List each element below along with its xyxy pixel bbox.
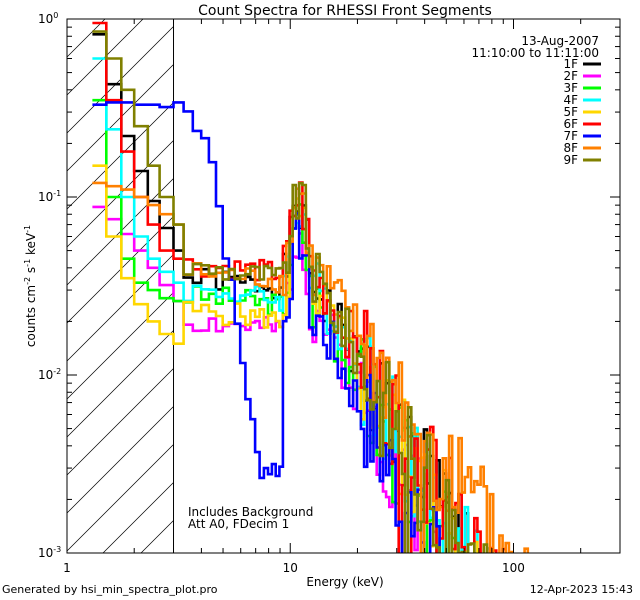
chart-title: Count Spectra for RHESSI Front Segments — [198, 3, 492, 19]
hatch-line — [66, 406, 174, 514]
legend-label-7F: 7F — [563, 129, 578, 143]
legend-label-1F: 1F — [563, 57, 578, 71]
hatch-line — [66, 368, 174, 476]
timestamp-footer: 12-Apr-2023 15:43 — [529, 583, 633, 596]
hatch-line — [102, 482, 174, 554]
hatch-line — [66, 254, 174, 362]
series-8F — [92, 181, 530, 553]
date-label: 13-Aug-2007 — [521, 34, 599, 48]
legend-label-8F: 8F — [563, 141, 578, 155]
hatch-line — [66, 444, 174, 552]
attenuator-annotation: Att A0, FDecim 1 — [188, 517, 289, 531]
y-tick-label: 10-1 — [38, 189, 61, 204]
hatch-line — [66, 292, 174, 400]
axis-ticks — [66, 18, 621, 554]
x-tick-label: 10 — [283, 561, 298, 575]
y-tick-label: 10-3 — [38, 545, 61, 560]
generated-by-footer: Generated by hsi_min_spectra_plot.pro — [2, 583, 218, 596]
series-9F — [92, 30, 489, 553]
legend-label-4F: 4F — [563, 93, 578, 107]
y-axis-label: counts cm-2 s-1 keV-1 — [23, 225, 38, 347]
time-range-label: 11:10:00 to 11:11:00 — [472, 46, 599, 60]
hatch-line — [66, 330, 174, 438]
x-tick-label: 1 — [63, 561, 71, 575]
y-tick-label: 10-2 — [38, 367, 61, 382]
x-axis-label: Energy (keV) — [306, 575, 383, 589]
legend-label-6F: 6F — [563, 117, 578, 131]
y-tick-label: 100 — [38, 11, 58, 26]
legend-label-2F: 2F — [563, 69, 578, 83]
x-tick-labels: 1 10 100 — [63, 561, 525, 575]
background-annotation: Includes Background — [188, 505, 313, 519]
x-tick-label: 100 — [502, 561, 525, 575]
hatch-line — [140, 520, 174, 554]
legend-label-9F: 9F — [563, 153, 578, 167]
hatch-line — [66, 18, 106, 58]
series-layer — [92, 21, 530, 553]
series-3F — [92, 98, 479, 553]
plot-frame — [66, 18, 621, 554]
y-tick-labels: 100 10-1 10-2 10-3 — [38, 11, 61, 560]
legend-label-5F: 5F — [563, 105, 578, 119]
legend-label-3F: 3F — [563, 81, 578, 95]
